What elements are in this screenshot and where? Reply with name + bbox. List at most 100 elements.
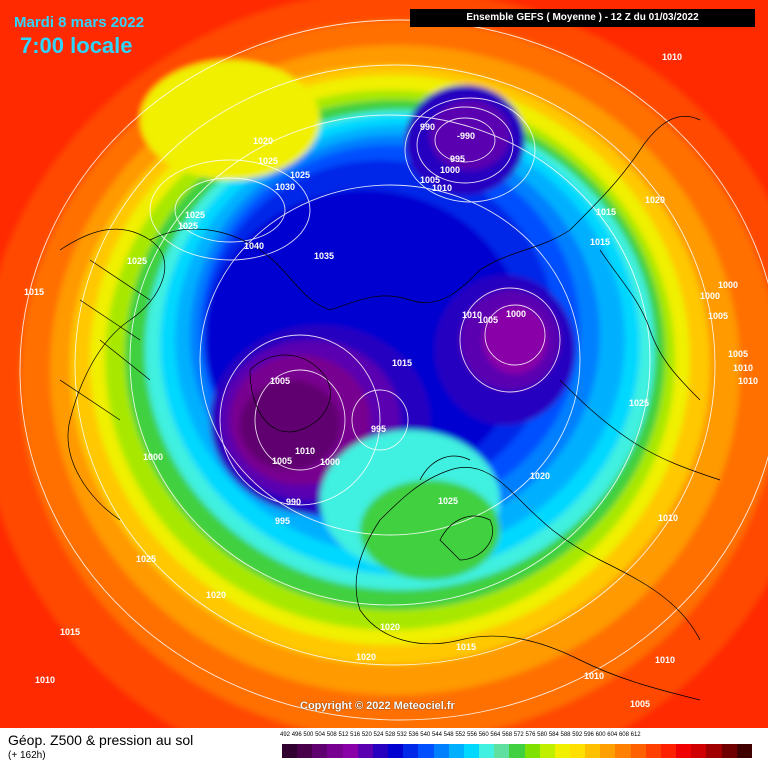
pressure-label: 1000 xyxy=(143,452,163,462)
pressure-label: 1025 xyxy=(185,210,205,220)
pressure-label: 1005 xyxy=(420,175,440,185)
pressure-label: 1030 xyxy=(275,182,295,192)
scale-swatch xyxy=(539,744,555,758)
scale-swatch xyxy=(357,744,373,758)
scale-swatch xyxy=(388,744,404,758)
pressure-label: 990 xyxy=(420,122,435,132)
scale-label: 556 xyxy=(467,732,478,738)
scale-swatch xyxy=(463,744,480,758)
scale-label: 540 xyxy=(420,732,431,738)
pressure-label: 1010 xyxy=(662,52,682,62)
scale-label: 608 xyxy=(618,732,629,738)
copyright: Copyright © 2022 Meteociel.fr xyxy=(300,700,455,712)
scale-swatch xyxy=(691,744,707,758)
pressure-label: 1015 xyxy=(590,237,610,247)
color-scale-bar xyxy=(282,744,752,758)
forecast-time: 7:00 locale xyxy=(20,33,133,58)
pressure-label: 990 xyxy=(286,497,301,507)
scale-label: 584 xyxy=(548,732,559,738)
scale-label: 612 xyxy=(630,732,641,738)
pressure-label: 1000 xyxy=(718,280,738,290)
pressure-label: 1015 xyxy=(596,207,616,217)
pressure-label: 1010 xyxy=(733,363,753,373)
scale-swatch xyxy=(509,744,525,758)
pressure-label: 1025 xyxy=(290,170,310,180)
pressure-label: 1000 xyxy=(320,457,340,467)
pressure-label: 1000 xyxy=(440,165,460,175)
scale-swatch xyxy=(736,744,752,758)
scale-label: 532 xyxy=(396,732,407,738)
pressure-label: 1035 xyxy=(314,251,334,261)
pressure-label: 1010 xyxy=(655,655,675,665)
scale-label: 596 xyxy=(583,732,594,738)
scale-swatch xyxy=(433,744,449,758)
scale-label: 604 xyxy=(607,732,618,738)
pressure-label: 1005 xyxy=(630,699,650,709)
scale-label: 496 xyxy=(291,732,302,738)
isobars xyxy=(19,19,768,721)
pressure-label: 995 xyxy=(371,424,386,434)
footer: Géop. Z500 & pression au sol (+ 162h) 49… xyxy=(0,728,768,768)
pressure-label: 1000 xyxy=(700,291,720,301)
pressure-label: 995 xyxy=(275,516,290,526)
scale-label: 528 xyxy=(385,732,396,738)
pressure-label: 1025 xyxy=(178,221,198,231)
scale-swatch xyxy=(585,744,601,758)
pressure-labels: 1010990-99099510001005101010201025102510… xyxy=(24,52,758,709)
scale-swatch xyxy=(706,744,722,758)
scale-swatch xyxy=(372,744,389,758)
coastlines xyxy=(59,115,721,701)
scale-swatch xyxy=(418,744,434,758)
pressure-label: 1010 xyxy=(35,675,55,685)
pressure-label: 1005 xyxy=(478,315,498,325)
pressure-label: 1010 xyxy=(584,671,604,681)
scale-swatch xyxy=(660,744,677,758)
geopotential-field xyxy=(0,0,768,728)
pressure-label: 1025 xyxy=(136,554,156,564)
pressure-label: 1010 xyxy=(658,513,678,523)
scale-label: 516 xyxy=(350,732,361,738)
scale-swatch xyxy=(448,744,464,758)
scale-label: 572 xyxy=(513,732,524,738)
color-scale-labels: 492 496 500 504 508 512 516 520 524 528 532 536 540 5… xyxy=(280,732,752,744)
pressure-label: 995 xyxy=(450,154,465,164)
pressure-label: 1020 xyxy=(380,622,400,632)
scale-swatch xyxy=(312,744,328,758)
scale-label: 500 xyxy=(303,732,314,738)
scale-label: 512 xyxy=(338,732,349,738)
pressure-label: 1025 xyxy=(438,496,458,506)
pressure-label: 1025 xyxy=(127,256,147,266)
pressure-label: 1015 xyxy=(392,358,412,368)
scale-swatch xyxy=(494,744,510,758)
scale-swatch xyxy=(327,744,343,758)
pressure-label: 1020 xyxy=(530,471,550,481)
pressure-label: 1015 xyxy=(456,642,476,652)
scale-label: 560 xyxy=(478,732,489,738)
pressure-label: 1010 xyxy=(462,310,482,320)
scale-swatch xyxy=(297,744,313,758)
scale-label: 504 xyxy=(315,732,326,738)
scale-swatch xyxy=(282,744,298,758)
pressure-label: 1005 xyxy=(272,456,292,466)
pressure-label: 1020 xyxy=(356,652,376,662)
model-run-banner: Ensemble GEFS ( Moyenne ) - 12 Z du 01/0… xyxy=(410,9,755,27)
scale-label: 568 xyxy=(502,732,513,738)
scale-swatch xyxy=(524,744,540,758)
scale-swatch xyxy=(676,744,692,758)
color-scale: 492 496 500 504 508 512 516 520 524 528 532 536 540 5… xyxy=(280,732,752,758)
scale-label: 588 xyxy=(560,732,571,738)
scale-label: 592 xyxy=(572,732,583,738)
scale-label: 492 xyxy=(280,732,291,738)
scale-swatch xyxy=(721,744,737,758)
pressure-label: 1010 xyxy=(432,183,452,193)
pressure-label: 1040 xyxy=(244,241,264,251)
scale-label: 520 xyxy=(361,732,372,738)
scale-swatch xyxy=(342,744,358,758)
weather-map: 1010990-99099510001005101010201025102510… xyxy=(0,0,768,728)
scale-label: 544 xyxy=(431,732,442,738)
pressure-label: 1010 xyxy=(738,376,758,386)
forecast-date: Mardi 8 mars 2022 xyxy=(14,14,145,31)
map-title: Géop. Z500 & pression au sol xyxy=(8,732,194,748)
pressure-label: 1010 xyxy=(295,446,315,456)
scale-swatch xyxy=(600,744,616,758)
